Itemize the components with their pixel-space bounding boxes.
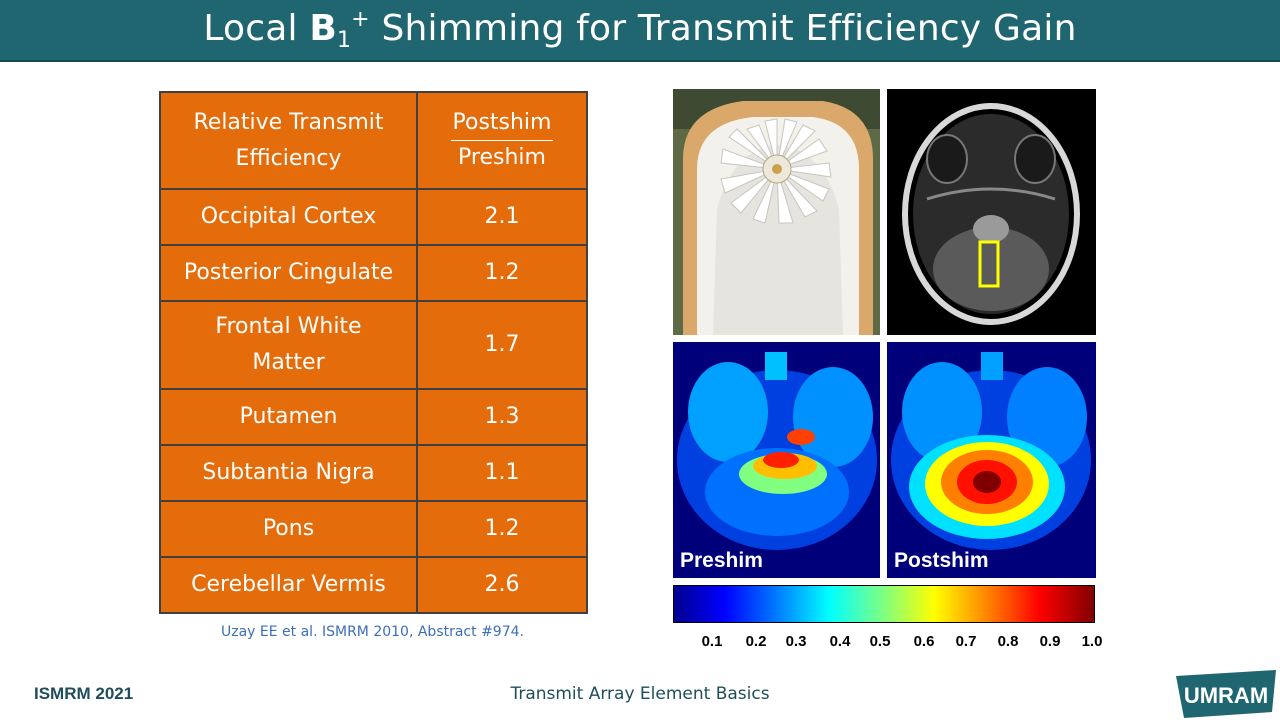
table-row: Cerebellar Vermis 2.6 bbox=[159, 556, 588, 614]
table-row: Putamen 1.3 bbox=[159, 388, 588, 446]
table-row: Occipital Cortex 2.1 bbox=[159, 188, 588, 246]
colorbar-tick: 0.4 bbox=[829, 633, 851, 650]
postshim-label: Postshim bbox=[894, 549, 989, 572]
ratio-numerator: Postshim bbox=[450, 106, 554, 141]
colorbar-ticks: 0.1 0.2 0.3 0.4 0.5 0.6 0.7 0.8 0.9 1.0 bbox=[673, 633, 1113, 653]
region-cell: Putamen bbox=[159, 388, 418, 446]
value-cell: 1.2 bbox=[416, 500, 588, 558]
region-cell: Pons bbox=[159, 500, 418, 558]
preshim-map: Preshim bbox=[673, 342, 880, 578]
preshim-label: Preshim bbox=[680, 549, 763, 572]
table-header-row: Relative Transmit Efficiency Postshim Pr… bbox=[159, 91, 588, 190]
header-ratio: Postshim Preshim bbox=[416, 91, 588, 190]
title-prefix: Local bbox=[203, 8, 310, 49]
colorbar-tick: 0.6 bbox=[913, 633, 935, 650]
conference-label: ISMRM 2021 bbox=[34, 684, 134, 703]
value-cell: 1.1 bbox=[416, 444, 588, 502]
value-cell: 2.1 bbox=[416, 188, 588, 246]
region-cell: Subtantia Nigra bbox=[159, 444, 418, 502]
table-row: Posterior Cingulate 1.2 bbox=[159, 244, 588, 302]
region-cell: Occipital Cortex bbox=[159, 188, 418, 246]
value-cell: 1.3 bbox=[416, 388, 588, 446]
region-cell: Frontal White Matter bbox=[159, 300, 418, 390]
title-subscript: 1 bbox=[336, 28, 352, 53]
logo-text: UMRAM bbox=[1184, 683, 1268, 708]
header-label: Relative Transmit Efficiency bbox=[159, 91, 418, 190]
value-cell: 1.2 bbox=[416, 244, 588, 302]
table-row: Subtantia Nigra 1.1 bbox=[159, 444, 588, 502]
title-suffix: Shimming for Transmit Efficiency Gain bbox=[369, 8, 1077, 49]
colorbar-tick: 1.0 bbox=[1081, 633, 1103, 650]
roi-box bbox=[978, 240, 1000, 288]
title-superscript: + bbox=[351, 7, 370, 32]
title-bar: Local B1+ Shimming for Transmit Efficien… bbox=[0, 0, 1280, 62]
postshim-map: Postshim bbox=[887, 342, 1096, 578]
colorbar-tick: 0.5 bbox=[869, 633, 891, 650]
citation: Uzay EE et al. ISMRM 2010, Abstract #974… bbox=[221, 624, 524, 640]
colorbar-tick: 0.3 bbox=[785, 633, 807, 650]
umram-logo: UMRAM bbox=[1176, 668, 1276, 718]
ratio-denominator: Preshim bbox=[458, 144, 546, 170]
ratio-fraction: Postshim Preshim bbox=[450, 106, 554, 175]
colorbar-tick: 0.9 bbox=[1039, 633, 1061, 650]
value-cell: 1.7 bbox=[416, 300, 588, 390]
region-cell: Posterior Cingulate bbox=[159, 244, 418, 302]
colorbar-tick: 0.8 bbox=[997, 633, 1019, 650]
slide-title: Local B1+ Shimming for Transmit Efficien… bbox=[203, 7, 1076, 53]
value-cell: 2.6 bbox=[416, 556, 588, 614]
table-row: Pons 1.2 bbox=[159, 500, 588, 558]
footer-topic: Transmit Array Element Basics bbox=[510, 684, 770, 704]
table-row: Frontal White Matter 1.7 bbox=[159, 300, 588, 390]
region-cell: Cerebellar Vermis bbox=[159, 556, 418, 614]
colorbar bbox=[673, 585, 1095, 623]
colorbar-tick: 0.2 bbox=[745, 633, 767, 650]
title-symbol: B bbox=[309, 8, 337, 49]
colorbar-tick: 0.7 bbox=[955, 633, 977, 650]
efficiency-table: Relative Transmit Efficiency Postshim Pr… bbox=[159, 91, 588, 614]
coil-photo bbox=[673, 89, 880, 335]
mri-anatomical-image bbox=[887, 89, 1096, 335]
colorbar-tick: 0.1 bbox=[701, 633, 723, 650]
